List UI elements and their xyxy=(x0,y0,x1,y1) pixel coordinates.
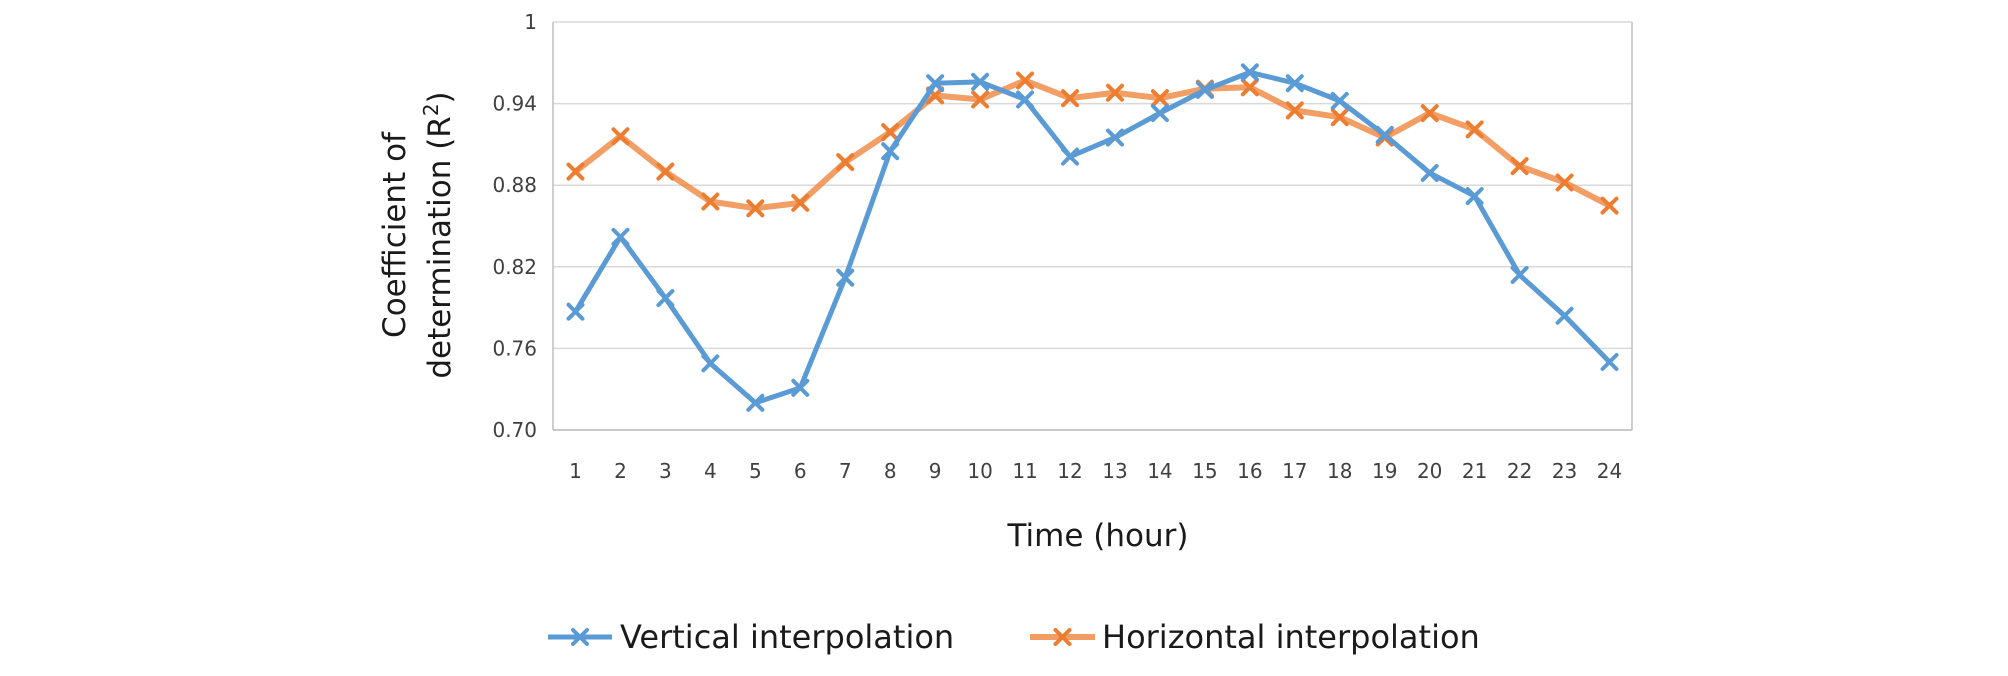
data-point xyxy=(926,74,945,93)
y-tick-label: 0.76 xyxy=(492,336,537,360)
y-axis-title-line2: determination (R2) xyxy=(419,91,458,378)
data-point xyxy=(1420,104,1439,123)
data-point xyxy=(1375,125,1394,144)
x-tick-label: 23 xyxy=(1552,459,1577,483)
data-point xyxy=(971,72,990,91)
data-point xyxy=(971,90,990,109)
data-point xyxy=(566,302,585,321)
data-point xyxy=(1285,74,1304,93)
y-tick-label: 0.94 xyxy=(492,92,537,116)
data-point xyxy=(746,199,765,218)
x-tick-label: 22 xyxy=(1507,459,1532,483)
data-point xyxy=(1150,89,1169,108)
data-point xyxy=(746,393,765,412)
y-axis-title: Coefficient of determination (R2) xyxy=(377,91,458,378)
x-tick-label: 18 xyxy=(1327,459,1352,483)
data-point xyxy=(1420,163,1439,182)
x-tick-label: 9 xyxy=(929,459,942,483)
data-point xyxy=(1600,196,1619,215)
data-point xyxy=(611,227,630,246)
data-point xyxy=(611,127,630,146)
x-tick-label: 10 xyxy=(967,459,992,483)
data-point xyxy=(1150,104,1169,123)
x-tick-label: 17 xyxy=(1282,459,1307,483)
data-point xyxy=(1510,157,1529,176)
data-point xyxy=(1105,128,1124,147)
data-point xyxy=(791,193,810,212)
x-tick-label: 2 xyxy=(614,459,627,483)
data-point xyxy=(1285,101,1304,120)
legend-label: Horizontal interpolation xyxy=(1102,618,1480,656)
x-tick-label: 7 xyxy=(839,459,852,483)
x-tick-label: 14 xyxy=(1147,459,1172,483)
x-tick-label: 3 xyxy=(659,459,672,483)
legend-marker xyxy=(571,628,589,646)
data-point xyxy=(656,289,675,308)
series-lines xyxy=(566,63,1619,412)
data-point xyxy=(791,378,810,397)
y-tick-label: 0.82 xyxy=(492,255,537,279)
x-tick-label: 19 xyxy=(1372,459,1397,483)
data-point xyxy=(881,142,900,161)
data-point xyxy=(1330,108,1349,127)
data-point xyxy=(1465,120,1484,139)
data-point xyxy=(701,354,720,373)
data-point xyxy=(1510,265,1529,284)
data-point xyxy=(1061,147,1080,166)
y-tick-label: 1 xyxy=(524,10,537,34)
data-point xyxy=(1105,83,1124,102)
data-point xyxy=(1240,78,1259,97)
legend-label: Vertical interpolation xyxy=(620,618,954,656)
x-tick-label: 12 xyxy=(1057,459,1082,483)
data-point xyxy=(701,192,720,211)
data-point xyxy=(1240,63,1259,82)
data-point xyxy=(656,162,675,181)
data-point xyxy=(1195,81,1214,99)
y-axis-title-line1: Coefficient of xyxy=(377,131,413,338)
data-point xyxy=(1016,71,1035,90)
data-point xyxy=(1330,91,1349,110)
data-point xyxy=(566,162,585,181)
legend-item: Horizontal interpolation xyxy=(1030,618,1480,656)
legend: Vertical interpolation Horizontal interpo… xyxy=(548,618,1480,656)
data-point xyxy=(1016,90,1035,109)
data-point xyxy=(881,123,900,142)
x-tick-label: 15 xyxy=(1192,459,1217,483)
x-tick-label: 5 xyxy=(749,459,762,483)
x-tick-label: 1 xyxy=(569,459,582,483)
x-tick-label: 13 xyxy=(1102,459,1127,483)
data-point xyxy=(1555,306,1574,325)
data-point xyxy=(1465,187,1484,206)
x-tick-label: 6 xyxy=(794,459,807,483)
series-line-horizontal xyxy=(572,77,1613,212)
legend-item: Vertical interpolation xyxy=(548,618,954,656)
data-point xyxy=(836,153,855,172)
x-tick-label: 16 xyxy=(1237,459,1262,483)
y-tick-label: 0.70 xyxy=(492,418,537,442)
x-tick-label: 20 xyxy=(1417,459,1442,483)
x-axis-title: Time (hour) xyxy=(1007,518,1189,554)
axes xyxy=(552,22,1633,431)
data-point xyxy=(1555,173,1574,192)
x-tick-label: 11 xyxy=(1012,459,1037,483)
x-tick-label: 24 xyxy=(1597,459,1622,483)
x-tick-label: 8 xyxy=(884,459,897,483)
data-point xyxy=(836,268,855,287)
data-point xyxy=(1061,89,1080,108)
x-tick-label: 21 xyxy=(1462,459,1487,483)
y-tick-label: 0.88 xyxy=(492,173,537,197)
data-point xyxy=(1600,353,1619,371)
legend-marker xyxy=(1053,628,1072,646)
x-tick-label: 4 xyxy=(704,459,717,483)
